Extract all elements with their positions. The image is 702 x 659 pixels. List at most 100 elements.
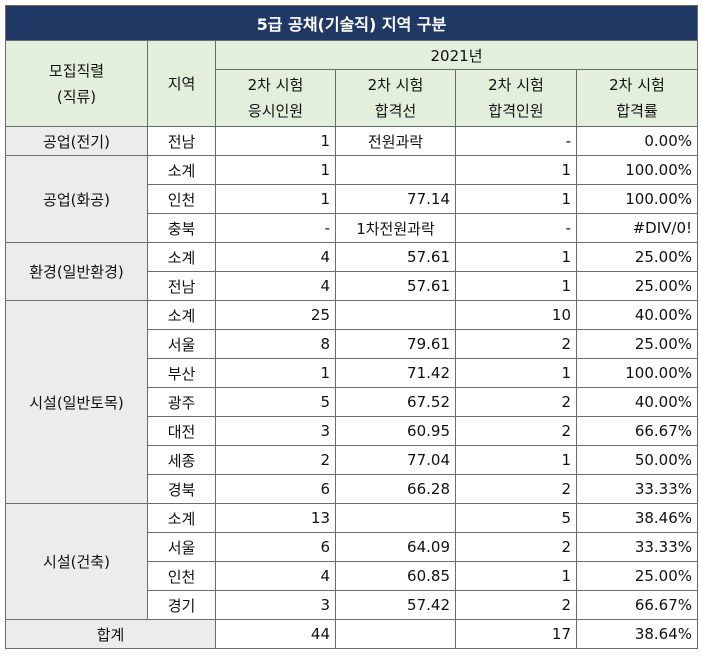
header-pass-rate: 2차 시험 합격률 [575, 69, 699, 127]
passed-cell: - [455, 213, 577, 243]
region-cell: 소계 [147, 300, 216, 330]
header-applicants-line1: 2차 시험 [247, 76, 304, 94]
header-applicants: 2차 시험 응시인원 [215, 69, 336, 127]
region-cell: 소계 [147, 242, 216, 272]
cutoff-cell: 67.52 [335, 387, 456, 417]
region-cell: 경북 [147, 474, 216, 504]
table-row: 시설(일반토목) 소계 25 10 40.00% [5, 300, 699, 504]
passed-cell: 1 [455, 184, 577, 214]
applicants-cell: 5 [215, 387, 336, 417]
cutoff-cell: 57.42 [335, 590, 456, 620]
pass-rate-cell: 25.00% [575, 271, 699, 301]
header-year: 2021년 [214, 40, 699, 70]
pass-rate-cell: 40.00% [575, 300, 699, 330]
table-row: 광주 5 67.52 2 40.00% [6, 387, 699, 417]
pass-rate-cell: 100.00% [575, 155, 699, 185]
total-row: 합계 44 17 38.64% [5, 619, 699, 649]
region-cell: 서울 [147, 329, 216, 359]
passed-cell: 5 [455, 503, 577, 533]
passed-cell: 2 [455, 416, 577, 446]
region-cell: 서울 [147, 532, 216, 562]
applicants-cell: 6 [215, 532, 336, 562]
table-row: 인천 4 60.85 1 25.00% [6, 561, 699, 591]
passed-cell: 2 [455, 590, 577, 620]
applicants-cell: 25 [215, 300, 336, 330]
pass-rate-cell: 25.00% [575, 242, 699, 272]
region-cell: 전남 [147, 126, 216, 156]
passed-cell: 2 [455, 532, 577, 562]
header-cutoff: 2차 시험 합격선 [335, 69, 456, 127]
applicants-cell: 4 [215, 271, 336, 301]
pass-rate-cell: 25.00% [575, 329, 699, 359]
title-row: 5급 공채(기술직) 지역 구분 [4, 5, 699, 41]
region-cell: 부산 [147, 358, 216, 388]
table-row: 환경(일반환경) 소계 4 57.61 1 25.00% [5, 242, 699, 301]
applicants-cell: 8 [215, 329, 336, 359]
cutoff-cell: 79.61 [335, 329, 456, 359]
pass-rate-cell: 25.00% [575, 561, 699, 591]
passed-cell: 1 [455, 155, 577, 185]
table-title: 5급 공채(기술직) 지역 구분 [4, 5, 699, 41]
table-row: 부산 1 71.42 1 100.00% [6, 358, 699, 388]
total-cutoff [335, 619, 456, 649]
passed-cell: 1 [455, 358, 577, 388]
table-row: 공업(화공) 소계 1 1 100.00% [5, 155, 699, 243]
header-row-year: 모집직렬 (직류) 지역 2021년 [5, 40, 699, 127]
pass-rate-cell: #DIV/0! [575, 213, 699, 243]
cutoff-cell: 66.28 [335, 474, 456, 504]
region-cell: 인천 [147, 561, 216, 591]
header-passed: 2차 시험 합격인원 [455, 69, 577, 127]
applicants-cell: 6 [215, 474, 336, 504]
cutoff-cell: 64.09 [335, 532, 456, 562]
pass-rate-cell: 33.33% [575, 532, 699, 562]
applicants-cell: 3 [215, 416, 336, 446]
cutoff-cell [335, 503, 456, 533]
total-applicants: 44 [215, 619, 336, 649]
region-cell: 소계 [147, 503, 216, 533]
pass-rate-cell: 100.00% [575, 184, 699, 214]
pass-rate-cell: 38.46% [575, 503, 699, 533]
cutoff-cell: 60.85 [335, 561, 456, 591]
header-cutoff-line2: 합격선 [374, 102, 417, 120]
cutoff-cell [335, 155, 456, 185]
cutoff-cell [335, 300, 456, 330]
header-passed-line1: 2차 시험 [488, 76, 544, 94]
passed-cell: 10 [455, 300, 577, 330]
header-job-series: 모집직렬 (직류) [5, 40, 148, 127]
header-applicants-line2: 응시인원 [247, 102, 304, 120]
applicants-cell: 1 [215, 184, 336, 214]
region-cell: 전남 [147, 271, 216, 301]
passed-cell: 1 [455, 242, 577, 272]
applicants-cell: - [215, 213, 336, 243]
group-name-cell: 공업(화공) [5, 155, 148, 243]
region-cell: 인천 [147, 184, 216, 214]
total-passed: 17 [455, 619, 577, 649]
passed-cell: 1 [455, 561, 577, 591]
table-row: 서울 6 64.09 2 33.33% [6, 532, 699, 562]
cutoff-cell: 1차전원과락 [335, 213, 456, 243]
total-pass-rate: 38.64% [575, 619, 699, 649]
header-passed-line2: 합격인원 [488, 102, 544, 120]
total-label: 합계 [5, 619, 216, 649]
region-cell: 세종 [147, 445, 216, 475]
pass-rate-cell: 33.33% [575, 474, 699, 504]
header-row-columns: 2차 시험 응시인원 2차 시험 합격선 2차 시험 합격인원 2차 시험 합격… [6, 69, 699, 127]
table-row: 시설(건축) 소계 13 5 38.46% [5, 503, 699, 620]
region-cell: 광주 [147, 387, 216, 417]
passed-cell: 1 [455, 271, 577, 301]
applicants-cell: 2 [215, 445, 336, 475]
pass-rate-cell: 50.00% [575, 445, 699, 475]
applicants-cell: 13 [215, 503, 336, 533]
applicants-cell: 3 [215, 590, 336, 620]
cutoff-cell: 전원과락 [335, 126, 456, 156]
applicants-cell: 4 [215, 242, 336, 272]
region-cell: 경기 [147, 590, 216, 620]
passed-cell: 2 [455, 474, 577, 504]
cutoff-cell: 57.61 [335, 271, 456, 301]
group-name-cell: 시설(일반토목) [5, 300, 148, 504]
header-region: 지역 [147, 40, 216, 127]
pass-rate-cell: 0.00% [575, 126, 699, 156]
pass-rate-cell: 66.67% [575, 590, 699, 620]
region-cell: 충북 [147, 213, 216, 243]
applicants-cell: 4 [215, 561, 336, 591]
